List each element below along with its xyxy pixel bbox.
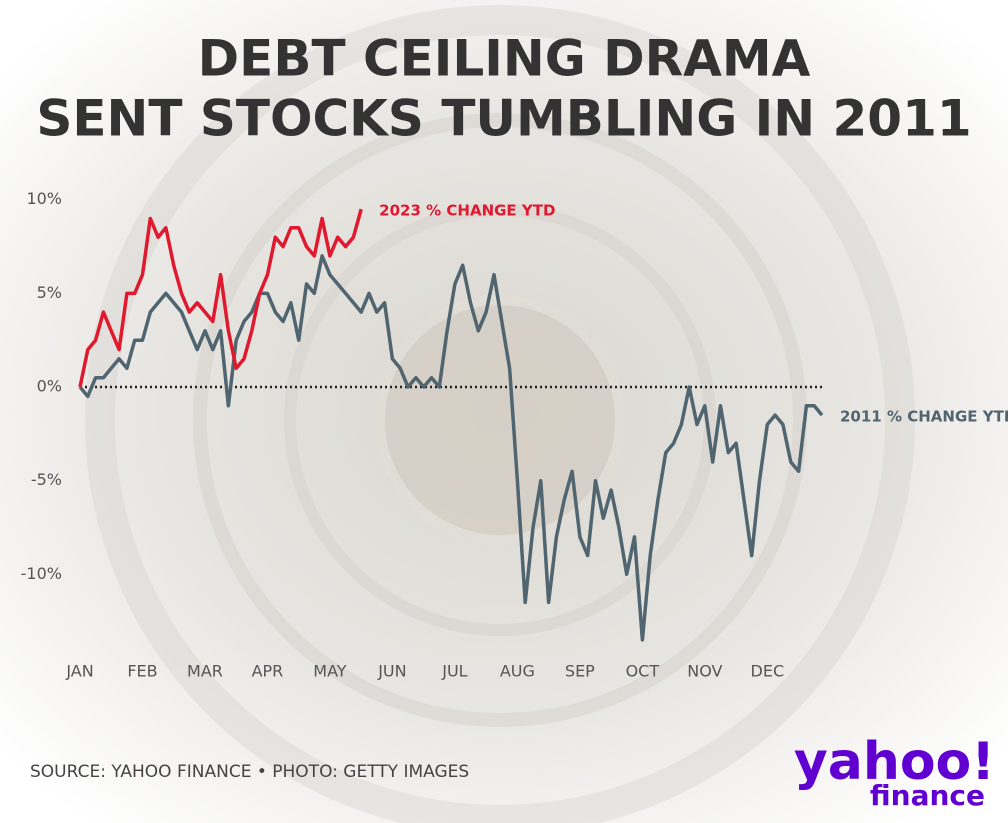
x-tick-label: JUL (441, 662, 467, 681)
title-line: SENT STOCKS TUMBLING IN 2011 (36, 90, 971, 148)
y-tick-label: 0% (37, 377, 62, 396)
logo: finance (870, 779, 985, 812)
title-line: DEBT CEILING DRAMA (198, 30, 811, 88)
dome-decoration (85, 5, 915, 823)
x-tick-label: FEB (127, 662, 157, 681)
x-tick-label: MAR (187, 662, 223, 681)
y-tick-label: -5% (31, 470, 62, 489)
x-tick-label: DEC (751, 662, 785, 681)
y-tick-label: -10% (21, 564, 62, 583)
x-tick-label: OCT (626, 662, 660, 681)
x-tick-label: JAN (65, 662, 93, 681)
series-line (78, 208, 363, 388)
series-label: 2011 % CHANGE YTD (840, 408, 1008, 426)
logo: yahoo! (794, 732, 995, 792)
x-tick-label: MAY (313, 662, 347, 681)
series-label: 2023 % CHANGE YTD (379, 202, 555, 220)
series-line (78, 254, 824, 642)
y-tick-label: 10% (26, 189, 62, 208)
x-tick-label: JUN (377, 662, 406, 681)
x-tick-label: AUG (500, 662, 535, 681)
x-tick-label: APR (252, 662, 284, 681)
x-tick-label: NOV (687, 662, 722, 681)
x-tick-label: SEP (565, 662, 595, 681)
source: SOURCE: YAHOO FINANCE • PHOTO: GETTY IMA… (30, 762, 469, 782)
y-tick-label: 5% (37, 283, 62, 302)
